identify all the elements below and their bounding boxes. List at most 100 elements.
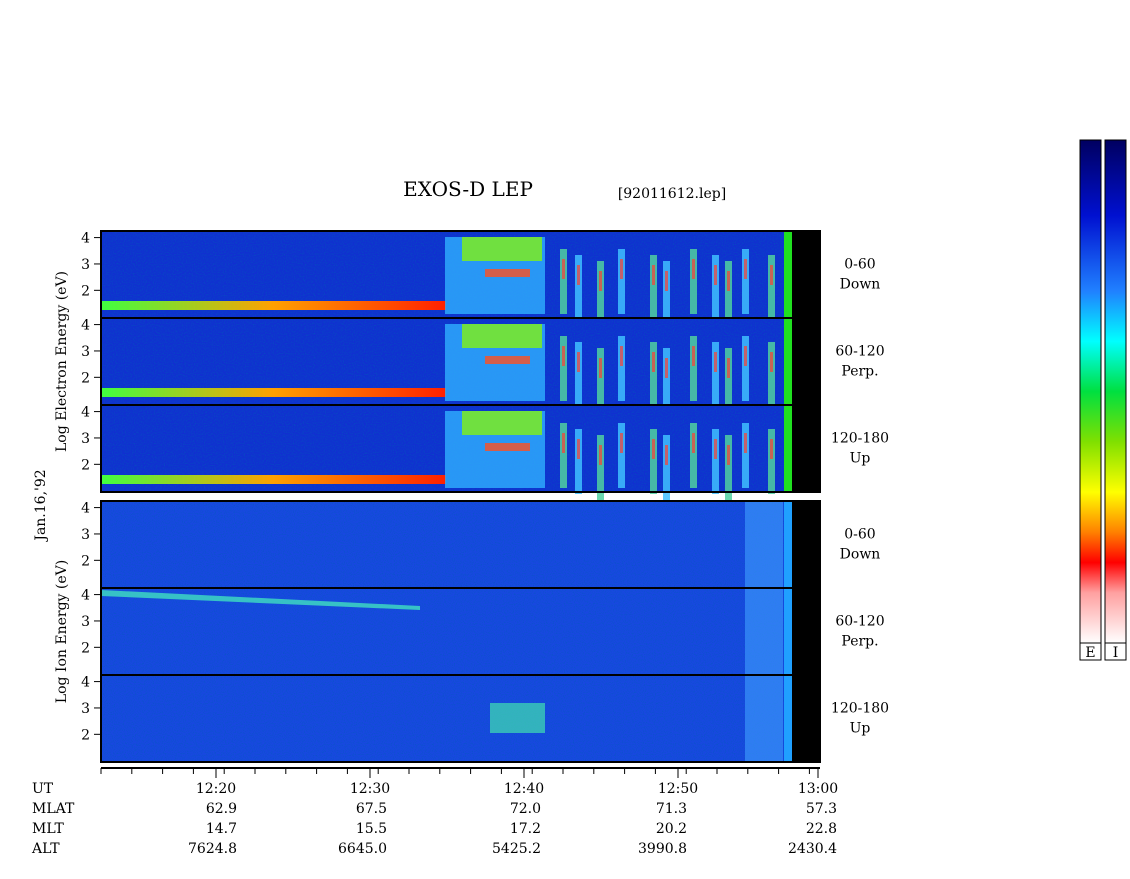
plasma-top <box>462 324 542 348</box>
low-energy-band <box>101 475 446 484</box>
burst-core <box>692 346 695 366</box>
burst-core <box>577 439 580 459</box>
burst <box>575 429 582 494</box>
burst <box>575 255 582 320</box>
burst-core <box>692 259 695 279</box>
burst-core <box>770 439 773 459</box>
y-tick-label: 4 <box>81 405 90 421</box>
y-tick-label: 4 <box>81 675 90 691</box>
edge-strip <box>784 588 792 675</box>
burst <box>742 423 749 488</box>
burst <box>768 429 775 494</box>
panel-label: 120-180 <box>831 431 889 447</box>
burst <box>690 336 697 401</box>
ephemeris-value: 5425.2 <box>492 841 541 857</box>
burst <box>742 336 749 401</box>
y-tick-label: 4 <box>81 588 90 604</box>
burst-core <box>714 265 717 285</box>
burst <box>618 249 625 314</box>
edge-strip <box>784 675 792 762</box>
burst-core <box>744 259 747 279</box>
burst-core <box>714 439 717 459</box>
panel-label: Down <box>840 277 881 293</box>
burst <box>650 255 657 320</box>
panel-label: Up <box>850 721 871 737</box>
ephemeris-value: 57.3 <box>806 801 837 817</box>
burst-core <box>652 265 655 285</box>
ephemeris-value: 2430.4 <box>788 841 837 857</box>
row-label: MLT <box>32 821 64 837</box>
ion-edge <box>745 501 783 588</box>
title: EXOS-D LEP <box>403 177 533 201</box>
burst <box>575 342 582 407</box>
row-label: MLAT <box>32 801 75 817</box>
ion-edge <box>745 588 783 675</box>
y-tick-label: 2 <box>81 457 90 473</box>
ephemeris-value: 22.8 <box>806 821 837 837</box>
row-label: ALT <box>31 841 60 857</box>
plasma-red <box>485 356 530 364</box>
x-tick-label: 12:30 <box>350 781 390 797</box>
ephemeris-value: 71.3 <box>656 801 687 817</box>
y-axis-label: Log Electron Energy (eV) <box>54 271 70 452</box>
x-tick-label: 12:20 <box>196 781 236 797</box>
ephemeris-value: 20.2 <box>656 821 687 837</box>
burst-core <box>692 433 695 453</box>
burst <box>663 261 670 326</box>
ephemeris-value: 67.5 <box>356 801 387 817</box>
date: Jan.16,'92 <box>33 469 49 542</box>
ion-patch <box>490 703 545 733</box>
y-tick-label: 3 <box>81 344 90 360</box>
burst <box>712 255 719 320</box>
plasma-top <box>462 237 542 261</box>
burst-core <box>727 358 730 378</box>
burst <box>725 348 732 413</box>
row-label: UT <box>32 781 54 797</box>
burst <box>618 336 625 401</box>
burst-core <box>727 445 730 465</box>
x-tick-label: 13:00 <box>798 781 838 797</box>
burst-core <box>599 445 602 465</box>
y-tick-label: 2 <box>81 370 90 386</box>
y-tick-label: 2 <box>81 553 90 569</box>
burst <box>650 429 657 494</box>
burst <box>597 261 604 326</box>
burst-core <box>665 271 668 291</box>
panel-label: 0-60 <box>844 257 875 273</box>
ephemeris-value: 6645.0 <box>338 841 387 857</box>
burst-core <box>770 352 773 372</box>
panel-label: 60-120 <box>835 614 884 630</box>
burst-core <box>562 346 565 366</box>
no-data <box>792 318 820 405</box>
plasma-top <box>462 411 542 435</box>
panel-label: Perp. <box>841 364 878 380</box>
panel-label: 60-120 <box>835 344 884 360</box>
y-tick-label: 3 <box>81 701 90 717</box>
burst-core <box>620 346 623 366</box>
ephemeris-value: 3990.8 <box>638 841 687 857</box>
burst <box>618 423 625 488</box>
color-bar-label: I <box>1113 645 1119 661</box>
burst <box>690 423 697 488</box>
burst-core <box>727 271 730 291</box>
y-tick-label: 3 <box>81 431 90 447</box>
burst <box>712 429 719 494</box>
color-bar <box>1079 139 1102 644</box>
edge-strip <box>784 501 792 588</box>
edge-strip <box>784 405 792 492</box>
ion-beam <box>101 590 420 610</box>
ephemeris-value: 7624.8 <box>188 841 237 857</box>
burst-core <box>744 433 747 453</box>
no-data <box>792 675 820 762</box>
burst-core <box>577 352 580 372</box>
plasma-red <box>485 443 530 451</box>
plasma-red <box>485 269 530 277</box>
burst-core <box>599 358 602 378</box>
y-axis-label: Log Ion Energy (eV) <box>54 560 70 703</box>
edge-strip <box>784 318 792 405</box>
panel-frame <box>100 404 821 493</box>
burst <box>597 435 604 500</box>
y-tick-label: 4 <box>81 318 90 334</box>
burst <box>768 255 775 320</box>
burst <box>560 423 567 488</box>
